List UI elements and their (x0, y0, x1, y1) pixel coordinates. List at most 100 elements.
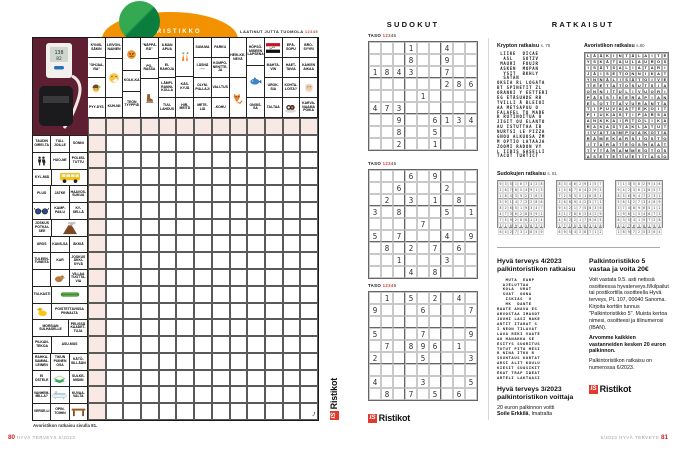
crossword-answer-cell[interactable] (300, 369, 318, 387)
sudoku-cell[interactable] (381, 304, 393, 316)
crossword-answer-cell[interactable] (229, 185, 248, 202)
crossword-answer-cell[interactable] (88, 336, 106, 353)
sudoku-cell[interactable] (369, 316, 381, 328)
crossword-answer-cell[interactable] (123, 185, 142, 202)
crossword-answer-cell[interactable] (229, 403, 248, 420)
crossword-answer-cell[interactable] (211, 319, 230, 337)
sudoku-cell[interactable] (417, 42, 429, 54)
sudoku-cell[interactable] (453, 90, 465, 102)
sudoku-cell[interactable] (369, 194, 381, 206)
sudoku-cell[interactable] (453, 254, 465, 266)
crossword-answer-cell[interactable] (158, 134, 177, 152)
crossword-answer-cell[interactable] (282, 201, 301, 219)
sudoku-cell[interactable] (453, 376, 465, 388)
crossword-answer-cell[interactable] (176, 252, 195, 269)
crossword-answer-cell[interactable] (88, 403, 106, 420)
crossword-answer-cell[interactable] (247, 235, 265, 253)
crossword-answer-cell[interactable] (88, 352, 106, 370)
crossword-answer-cell[interactable] (158, 185, 177, 202)
sudoku-cell[interactable] (453, 230, 465, 242)
sudoku-cell[interactable] (369, 90, 381, 102)
sudoku-cell[interactable] (405, 230, 417, 242)
sudoku-cell[interactable] (393, 352, 405, 364)
crossword-answer-cell[interactable] (211, 403, 230, 420)
sudoku-cell[interactable] (429, 182, 441, 194)
crossword-answer-cell[interactable] (105, 185, 124, 202)
sudoku-cell[interactable] (453, 182, 465, 194)
crossword-answer-cell[interactable] (247, 369, 265, 387)
crossword-answer-cell[interactable] (141, 134, 159, 152)
sudoku-cell[interactable] (393, 90, 405, 102)
crossword-answer-cell[interactable] (229, 369, 248, 387)
sudoku-cell[interactable] (441, 126, 453, 138)
crossword-answer-cell[interactable] (141, 386, 159, 404)
crossword-answer-cell[interactable] (211, 218, 230, 236)
sudoku-cell[interactable] (393, 316, 405, 328)
crossword-answer-cell[interactable] (264, 118, 283, 135)
crossword-answer-cell[interactable] (176, 201, 195, 219)
sudoku-cell[interactable] (381, 42, 393, 54)
crossword-answer-cell[interactable] (88, 369, 106, 387)
crossword-answer-cell[interactable] (123, 319, 142, 337)
crossword-answer-cell[interactable] (282, 168, 301, 186)
crossword-answer-cell[interactable] (88, 218, 106, 236)
crossword-answer-cell[interactable] (247, 302, 265, 320)
crossword-answer-cell[interactable] (105, 336, 124, 353)
crossword-answer-cell[interactable] (123, 218, 142, 236)
crossword-answer-cell[interactable] (229, 134, 248, 152)
crossword-answer-cell[interactable] (229, 151, 248, 169)
sudoku-cell[interactable] (453, 126, 465, 138)
crossword-answer-cell[interactable] (176, 151, 195, 169)
sudoku-cell[interactable] (429, 66, 441, 78)
crossword-answer-cell[interactable] (300, 403, 318, 420)
crossword-answer-cell[interactable] (141, 336, 159, 353)
crossword-answer-cell[interactable] (158, 118, 177, 135)
sudoku-cell[interactable] (393, 170, 405, 182)
sudoku-cell[interactable] (465, 42, 477, 54)
crossword-answer-cell[interactable] (247, 352, 265, 370)
crossword-answer-cell[interactable] (88, 302, 106, 320)
crossword-answer-cell[interactable] (229, 319, 248, 337)
sudoku-cell[interactable] (405, 126, 417, 138)
sudoku-cell[interactable] (429, 316, 441, 328)
crossword-answer-cell[interactable] (123, 386, 142, 404)
sudoku-cell[interactable] (369, 218, 381, 230)
sudoku-cell[interactable] (465, 54, 477, 66)
crossword-answer-cell[interactable] (88, 235, 106, 253)
crossword-answer-cell[interactable] (123, 235, 142, 253)
crossword-answer-cell[interactable] (105, 352, 124, 370)
sudoku-cell[interactable] (465, 182, 477, 194)
crossword-answer-cell[interactable] (194, 218, 212, 236)
crossword-answer-cell[interactable] (300, 269, 318, 286)
sudoku-cell[interactable] (441, 328, 453, 340)
sudoku-cell[interactable] (405, 304, 417, 316)
crossword-answer-cell[interactable] (141, 185, 159, 202)
crossword-answer-cell[interactable] (247, 134, 265, 152)
sudoku-cell[interactable] (453, 54, 465, 66)
crossword-answer-cell[interactable] (282, 352, 301, 370)
sudoku-cell[interactable] (441, 242, 453, 254)
crossword-answer-cell[interactable] (264, 386, 283, 404)
crossword-answer-cell[interactable] (247, 285, 265, 303)
sudoku-cell[interactable] (393, 218, 405, 230)
crossword-answer-cell[interactable] (282, 235, 301, 253)
crossword-answer-cell[interactable] (247, 218, 265, 236)
sudoku-cell[interactable] (429, 376, 441, 388)
sudoku-cell[interactable] (429, 54, 441, 66)
sudoku-cell[interactable] (453, 352, 465, 364)
crossword-answer-cell[interactable] (158, 235, 177, 253)
crossword-answer-cell[interactable] (158, 403, 177, 420)
crossword-answer-cell[interactable] (300, 235, 318, 253)
sudoku-cell[interactable] (441, 316, 453, 328)
sudoku-cell[interactable] (417, 388, 429, 400)
sudoku-cell[interactable] (405, 218, 417, 230)
sudoku-cell[interactable] (381, 316, 393, 328)
sudoku-cell[interactable] (417, 266, 429, 278)
crossword-answer-cell[interactable] (88, 118, 106, 135)
crossword-answer-cell[interactable] (247, 201, 265, 219)
crossword-answer-cell[interactable] (176, 168, 195, 186)
crossword-answer-cell[interactable] (229, 336, 248, 353)
crossword-answer-cell[interactable] (282, 336, 301, 353)
crossword-answer-cell[interactable] (211, 336, 230, 353)
sudoku-cell[interactable] (393, 328, 405, 340)
